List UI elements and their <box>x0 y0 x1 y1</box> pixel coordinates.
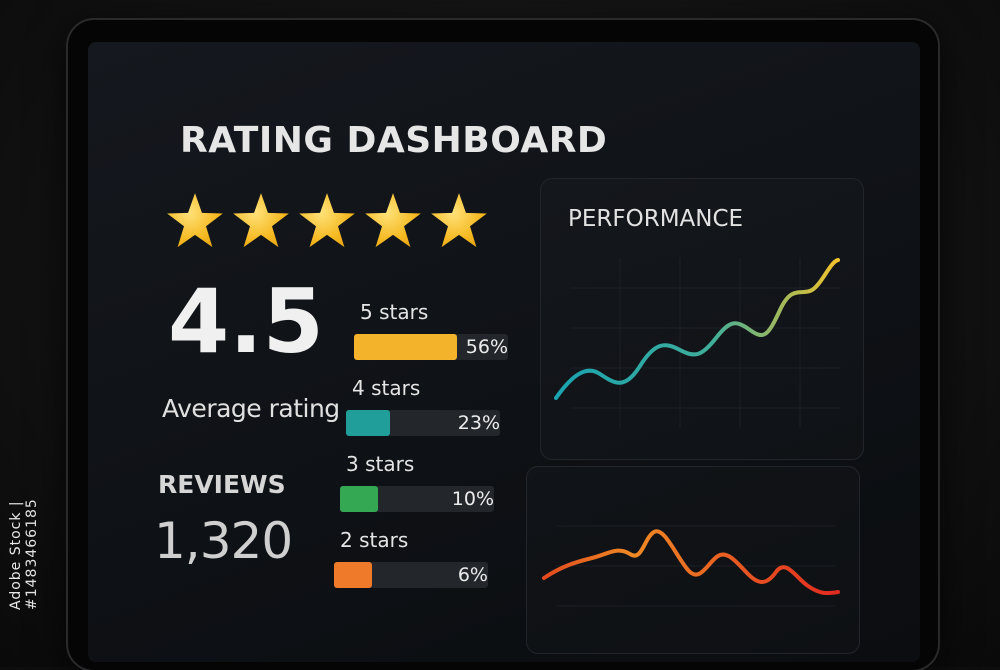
performance-title: PERFORMANCE <box>568 206 744 232</box>
performance-chart <box>554 258 840 428</box>
rating-percent: 56% <box>465 336 508 358</box>
rating-row-2-stars: 2 stars 6% <box>334 528 494 592</box>
star-icon <box>167 193 223 248</box>
dashboard-screen: RATING DASHBOARD 4.5 Average rating REVI… <box>88 42 920 662</box>
star-icon <box>233 193 289 248</box>
rating-row-5-stars: 5 stars 56% <box>354 300 514 364</box>
rating-percent: 6% <box>457 564 488 586</box>
rating-row-3-stars: 3 stars 10% <box>340 452 500 516</box>
star-icon <box>431 193 487 248</box>
star-icon <box>365 193 421 248</box>
chart-grid <box>570 258 840 428</box>
rating-row-4-stars: 4 stars 23% <box>346 376 506 440</box>
rating-bar-track <box>346 410 500 436</box>
rating-percent: 10% <box>451 488 494 510</box>
average-rating-value: 4.5 <box>168 270 324 373</box>
performance-panel <box>540 178 864 460</box>
rating-row-label: 2 stars <box>340 528 409 552</box>
rating-bar-fill <box>346 410 390 436</box>
chart-grid <box>556 525 836 607</box>
rating-bar-track <box>354 334 508 360</box>
rating-bar-fill <box>354 334 457 360</box>
performance-line <box>554 258 840 400</box>
secondary-chart-panel <box>526 466 860 654</box>
average-rating-label: Average rating <box>162 394 340 423</box>
watermark-text: Adobe Stock | #1483466185 <box>8 498 40 610</box>
dashboard-title: RATING DASHBOARD <box>180 120 608 161</box>
rating-percent: 23% <box>457 412 500 434</box>
rating-row-label: 4 stars <box>352 376 421 400</box>
rating-bar-fill <box>340 486 378 512</box>
star-icon <box>299 193 355 248</box>
rating-row-label: 3 stars <box>346 452 415 476</box>
rating-bar-track <box>340 486 494 512</box>
secondary-line <box>542 529 840 596</box>
rating-row-label: 5 stars <box>360 300 429 324</box>
reviews-count: 1,320 <box>154 512 293 570</box>
secondary-chart <box>542 525 840 607</box>
star-rating <box>166 192 488 250</box>
reviews-label: REVIEWS <box>158 470 286 499</box>
rating-bar-fill <box>334 562 372 588</box>
rating-bar-track <box>334 562 488 588</box>
